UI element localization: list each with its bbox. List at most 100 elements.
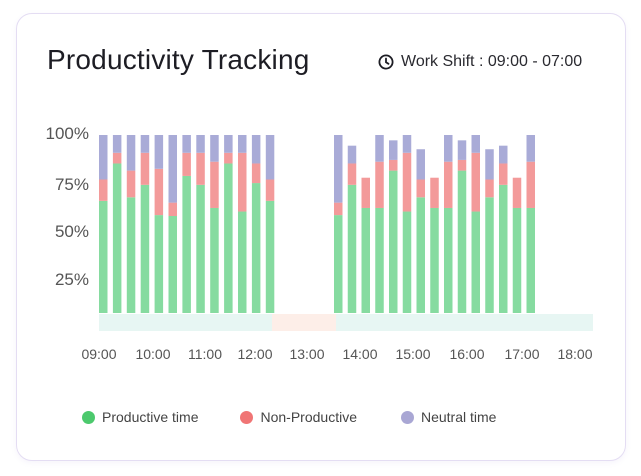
bar-productive [196, 184, 205, 313]
legend-label: Productive time [102, 409, 199, 425]
bar-non-productive [471, 152, 480, 212]
bar-productive [251, 183, 261, 313]
bar-productive [389, 170, 398, 313]
bar-non-productive [416, 179, 425, 198]
work-shift-label: Work Shift : 09:00 - 07:00 [401, 53, 583, 70]
legend-dot [400, 410, 414, 424]
legend: Productive time Non-Productive Neutral t… [82, 409, 496, 425]
bar-non-productive [499, 163, 508, 185]
bar-neutral [168, 135, 177, 203]
bar-neutral [444, 135, 453, 162]
bar-neutral [499, 145, 508, 164]
bar-neutral [471, 135, 480, 153]
bar-productive [375, 207, 384, 313]
x-tick-label: 09:00 [81, 346, 116, 362]
x-tick-label: 17:00 [504, 346, 539, 362]
bar-neutral [154, 135, 164, 169]
bar-non-productive [334, 202, 343, 216]
bar-productive [238, 211, 247, 313]
x-tick-label: 18:00 [557, 346, 592, 362]
x-tick-label: 10:00 [135, 346, 170, 362]
page-title: Productivity Tracking [47, 44, 310, 75]
bar-productive [512, 207, 522, 313]
bar-non-productive [99, 179, 108, 201]
bar-productive [140, 184, 150, 313]
bar-neutral [375, 135, 384, 162]
legend-item-neutral: Neutral time [400, 409, 497, 425]
bar-non-productive [444, 161, 453, 208]
legend-item-non-productive: Non-Productive [240, 409, 357, 425]
bar-productive [499, 184, 508, 313]
bar-neutral [416, 149, 425, 180]
bar-non-productive [154, 168, 164, 216]
bar-non-productive [361, 177, 370, 208]
bar-non-productive [210, 161, 219, 208]
bar-non-productive [112, 152, 122, 164]
bar-productive [444, 207, 453, 313]
bar-non-productive [485, 179, 494, 198]
bar-productive [334, 215, 343, 313]
bar-non-productive [265, 179, 275, 201]
bar-neutral [389, 140, 398, 160]
bar-non-productive [375, 161, 384, 208]
x-tick-label: 16:00 [449, 346, 484, 362]
bar-neutral [238, 135, 247, 153]
bar-productive [126, 197, 136, 313]
timeline-work-segment [99, 314, 272, 331]
bar-productive [112, 163, 122, 313]
bar-non-productive [347, 163, 357, 185]
x-tick-label: 15:00 [395, 346, 430, 362]
bar-neutral [140, 135, 150, 153]
bar-neutral [485, 149, 494, 180]
bar-neutral [224, 135, 233, 153]
bar-neutral [334, 135, 343, 203]
bar-non-productive [430, 177, 439, 208]
x-tick-label: 12:00 [237, 346, 272, 362]
bar-non-productive [402, 152, 412, 212]
bar-productive [347, 184, 357, 313]
bar-neutral [457, 140, 467, 160]
y-tick-label: 100% [46, 124, 89, 143]
bar-neutral [251, 135, 261, 164]
bar-non-productive [238, 152, 247, 212]
bar-neutral [265, 135, 275, 180]
x-tick-label: 14:00 [342, 346, 377, 362]
legend-item-productive: Productive time [82, 409, 198, 425]
bar-productive [526, 207, 535, 313]
bar-non-productive [512, 177, 522, 208]
bar-productive [402, 211, 412, 313]
bar-neutral [99, 135, 108, 180]
bar-neutral [112, 135, 122, 153]
bar-non-productive [182, 152, 191, 176]
bar-non-productive [526, 161, 535, 208]
bar-non-productive [251, 163, 261, 184]
x-tick-label: 13:00 [289, 346, 324, 362]
bar-neutral [182, 135, 191, 153]
y-tick-label: 75% [55, 175, 89, 194]
bar-non-productive [126, 170, 136, 198]
bar-productive [485, 197, 494, 313]
bar-non-productive [140, 152, 150, 185]
bar-productive [430, 207, 439, 313]
bar-productive [416, 197, 425, 313]
bar-neutral [402, 135, 412, 153]
bar-productive [99, 200, 108, 313]
bar-non-productive [389, 159, 398, 171]
bar-productive [471, 211, 480, 313]
legend-label: Neutral time [420, 409, 497, 425]
work-shift: Work Shift : 09:00 - 07:00 [378, 53, 582, 71]
bar-productive [224, 163, 233, 313]
y-tick-label: 50% [55, 222, 89, 241]
legend-label: Non-Productive [260, 409, 357, 425]
bar-productive [361, 207, 370, 313]
timeline-work-segment [336, 314, 593, 331]
legend-dot [82, 410, 95, 424]
bar-non-productive [224, 152, 233, 164]
bar-productive [154, 215, 164, 313]
bar-neutral [196, 135, 205, 153]
bar-productive [457, 170, 467, 313]
x-tick-label: 11:00 [188, 346, 222, 362]
bar-neutral [210, 135, 219, 162]
legend-dot [240, 410, 254, 424]
